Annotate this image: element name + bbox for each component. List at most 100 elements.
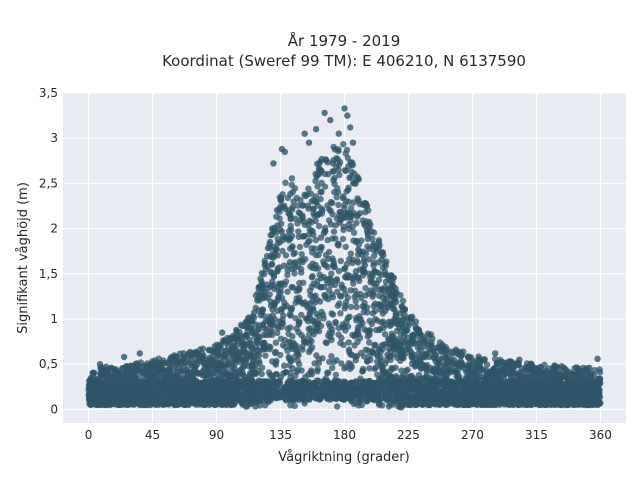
data-point — [177, 351, 183, 357]
data-point — [332, 319, 338, 325]
data-point — [249, 346, 255, 352]
data-point — [465, 362, 471, 368]
data-point — [267, 291, 273, 297]
data-point — [240, 349, 246, 355]
data-point — [421, 353, 427, 359]
data-point — [311, 360, 317, 366]
data-point — [453, 369, 459, 375]
data-point — [326, 320, 332, 326]
data-point — [304, 304, 310, 310]
data-point — [353, 298, 359, 304]
data-point — [235, 369, 241, 375]
data-point — [401, 316, 407, 322]
data-point — [337, 293, 343, 299]
data-point — [338, 360, 344, 366]
data-point — [240, 340, 246, 346]
data-point — [366, 271, 372, 277]
data-point — [545, 370, 551, 376]
data-point — [289, 182, 295, 188]
data-point — [391, 275, 397, 281]
data-point — [337, 310, 343, 316]
data-point — [222, 348, 228, 354]
data-point — [221, 337, 227, 343]
data-point — [383, 279, 389, 285]
data-point — [370, 247, 376, 253]
data-point — [303, 242, 309, 248]
data-point — [315, 366, 321, 372]
data-point — [211, 370, 217, 376]
data-point — [305, 186, 311, 192]
data-point — [266, 369, 272, 375]
data-point — [313, 199, 319, 205]
data-point — [276, 215, 282, 221]
data-point — [315, 211, 321, 217]
data-point — [178, 367, 184, 373]
data-point — [328, 276, 334, 282]
data-point — [383, 263, 389, 269]
data-point — [309, 284, 315, 290]
data-point — [275, 325, 281, 331]
data-point — [295, 367, 301, 373]
data-point — [161, 367, 167, 373]
data-point — [348, 304, 354, 310]
data-point — [345, 187, 351, 193]
data-point — [343, 244, 349, 250]
data-point — [388, 302, 394, 308]
data-point — [403, 322, 409, 328]
data-point — [239, 323, 245, 329]
data-point — [407, 340, 413, 346]
data-point — [211, 347, 217, 353]
data-point — [349, 224, 355, 230]
data-point — [277, 289, 283, 295]
data-point — [300, 280, 306, 286]
data-point — [373, 364, 379, 370]
data-point — [340, 227, 346, 233]
data-point — [211, 357, 217, 363]
data-point — [295, 329, 301, 335]
data-point — [350, 276, 356, 282]
data-point — [296, 320, 302, 326]
data-point — [297, 244, 303, 250]
data-point — [371, 229, 377, 235]
data-point — [194, 351, 200, 357]
data-point — [309, 273, 315, 279]
data-point — [372, 342, 378, 348]
data-point — [186, 350, 192, 356]
data-point — [306, 218, 312, 224]
data-point — [348, 174, 354, 180]
data-point — [343, 299, 349, 305]
data-point — [329, 168, 335, 174]
data-point — [362, 262, 368, 268]
data-point — [273, 229, 279, 235]
data-point — [320, 315, 326, 321]
data-point — [276, 264, 282, 270]
data-point — [346, 199, 352, 205]
data-point — [312, 265, 318, 271]
data-point — [278, 308, 284, 314]
data-point — [324, 159, 330, 165]
data-point — [276, 318, 282, 324]
data-point — [324, 370, 330, 376]
data-point — [375, 270, 381, 276]
data-point — [302, 193, 308, 199]
data-point — [330, 311, 336, 317]
data-point — [366, 365, 372, 371]
data-point — [340, 193, 346, 199]
data-point — [335, 242, 341, 248]
data-point — [389, 283, 395, 289]
data-point — [340, 141, 346, 147]
data-point — [367, 327, 373, 333]
data-point — [387, 323, 393, 329]
data-point — [261, 340, 267, 346]
data-point — [379, 366, 385, 372]
data-point — [300, 202, 306, 208]
data-point — [293, 300, 299, 306]
data-point — [308, 228, 314, 234]
data-point — [331, 229, 337, 235]
data-point — [346, 314, 352, 320]
data-point — [269, 261, 275, 267]
data-point — [351, 342, 357, 348]
data-point — [292, 250, 298, 256]
data-point — [433, 364, 439, 370]
data-point — [357, 291, 363, 297]
